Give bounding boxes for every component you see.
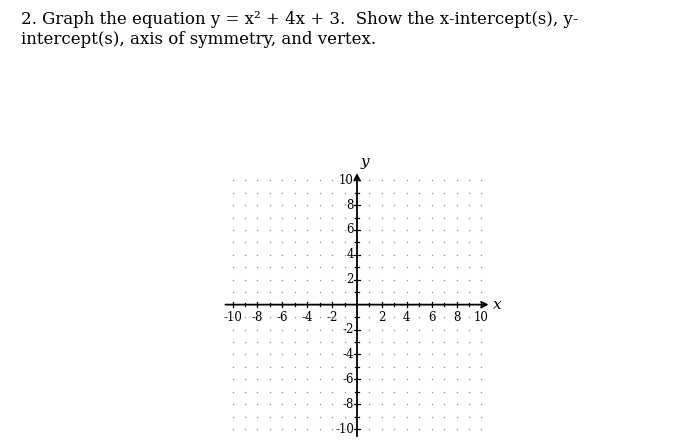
Text: -8: -8 — [342, 398, 354, 411]
Text: 10: 10 — [339, 174, 354, 187]
Text: -2: -2 — [326, 311, 338, 324]
Text: 2: 2 — [346, 273, 354, 286]
Text: -2: -2 — [342, 323, 354, 336]
Text: -4: -4 — [302, 311, 313, 324]
Text: 6: 6 — [428, 311, 435, 324]
Text: 8: 8 — [453, 311, 460, 324]
Text: -6: -6 — [342, 373, 354, 386]
Text: -10: -10 — [223, 311, 242, 324]
Text: 10: 10 — [474, 311, 489, 324]
Text: 8: 8 — [346, 198, 354, 211]
Text: y: y — [360, 155, 370, 169]
Text: 2: 2 — [378, 311, 386, 324]
Text: x: x — [493, 297, 501, 312]
Text: 6: 6 — [346, 224, 354, 237]
Text: 2. Graph the equation y = x² + 4x + 3.  Show the x-intercept(s), y-
intercept(s): 2. Graph the equation y = x² + 4x + 3. S… — [21, 11, 578, 48]
Text: -4: -4 — [342, 348, 354, 361]
Text: 4: 4 — [346, 248, 354, 261]
Text: 4: 4 — [403, 311, 410, 324]
Text: -6: -6 — [276, 311, 288, 324]
Text: -8: -8 — [252, 311, 263, 324]
Text: -10: -10 — [335, 422, 354, 435]
